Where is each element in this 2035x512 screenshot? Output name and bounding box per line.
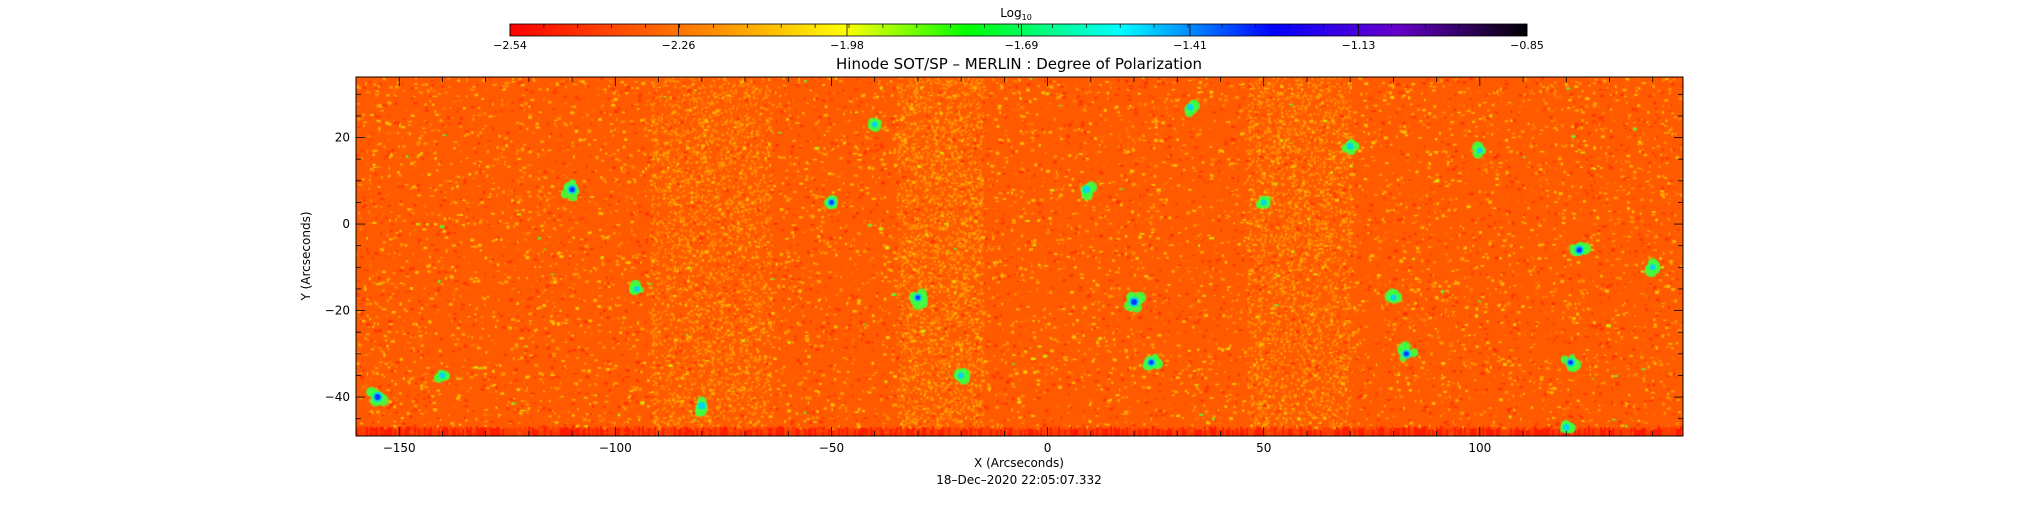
x-tick-label: 50 [1256, 441, 1271, 455]
colorbar-tick-label: −1.13 [1342, 39, 1376, 52]
x-axis-label: X (Arcseconds) [974, 456, 1064, 470]
colorbar-tick-label: −2.26 [662, 39, 696, 52]
colorbar-label: Log10 [1000, 6, 1032, 22]
y-tick-label: −40 [325, 390, 350, 404]
y-tick-label: 20 [335, 131, 350, 145]
colorbar-tick-label: −1.98 [830, 39, 864, 52]
x-tick-label: −50 [819, 441, 844, 455]
colorbar-tick-label: −0.85 [1510, 39, 1544, 52]
colorbar-label-subscript: 10 [1022, 13, 1032, 22]
colorbar-tick-label: −1.41 [1173, 39, 1207, 52]
colorbar-tick-label: −1.69 [1005, 39, 1039, 52]
y-axis: −40 −20 0 20 [325, 93, 1683, 420]
y-axis-label: Y (Arcseconds) [299, 211, 313, 301]
chart-title: Hinode SOT/SP – MERLIN : Degree of Polar… [836, 55, 1202, 73]
timestamp: 18–Dec–2020 22:05:07.332 [936, 473, 1101, 487]
polarization-map [356, 77, 1683, 436]
x-tick-label: 0 [1044, 441, 1052, 455]
x-axis: −150 −100 −50 0 50 100 [355, 77, 1654, 455]
y-tick-label: −20 [325, 304, 350, 318]
colorbar-tick-label: −2.54 [493, 39, 527, 52]
plot-frame [355, 76, 1684, 437]
y-tick-label: 0 [342, 217, 350, 231]
x-tick-label: −150 [383, 441, 416, 455]
x-tick-label: −100 [599, 441, 632, 455]
plot-area [355, 76, 1684, 437]
x-tick-label: 100 [1468, 441, 1491, 455]
colorbar-ticks: −2.54 −2.26 −1.98 −1.69 −1.41 −1.13 −0.85 [493, 24, 1544, 52]
